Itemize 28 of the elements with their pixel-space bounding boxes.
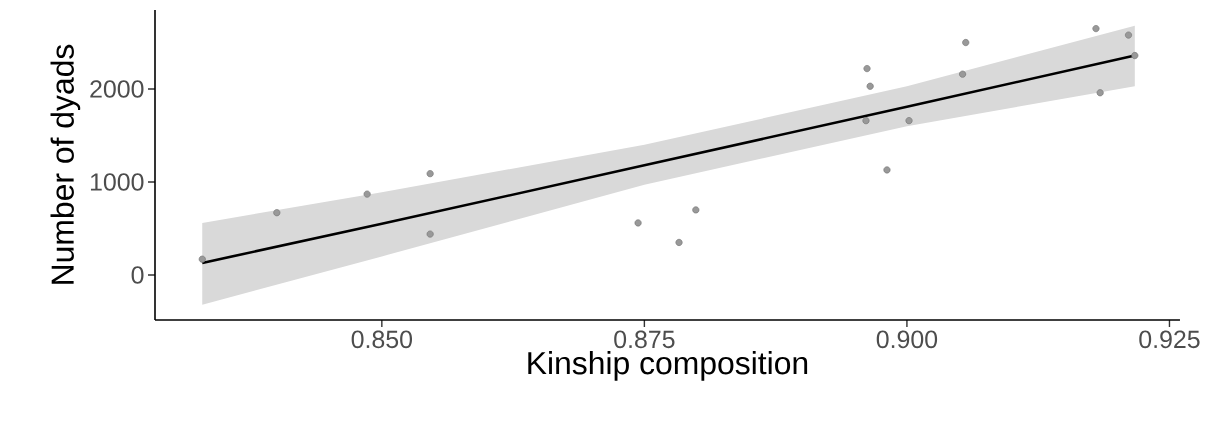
- point: [363, 190, 371, 198]
- point: [692, 206, 700, 214]
- point: [1125, 31, 1133, 39]
- point: [198, 255, 206, 263]
- point: [883, 166, 891, 174]
- point: [962, 39, 970, 47]
- point: [426, 170, 434, 178]
- y-tick-label: 2000: [90, 80, 144, 98]
- x-tick-label: 0.900: [876, 330, 938, 349]
- point: [273, 209, 281, 217]
- point: [1092, 25, 1100, 33]
- x-tick-label: 0.925: [1139, 330, 1200, 349]
- x-tick-label: 0.875: [614, 330, 675, 349]
- point: [866, 82, 874, 90]
- point: [959, 70, 967, 78]
- point: [862, 117, 870, 125]
- x-tick-label: 0.850: [351, 330, 413, 349]
- point: [1096, 89, 1104, 97]
- point: [634, 219, 642, 227]
- y-tick-label: 0: [131, 266, 144, 284]
- point: [675, 238, 683, 246]
- y-axis-title: Number of dyads: [50, 44, 81, 284]
- point: [1131, 52, 1139, 60]
- point: [863, 65, 871, 73]
- point: [426, 230, 434, 238]
- y-tick-label: 1000: [90, 173, 144, 191]
- point: [905, 117, 913, 125]
- x-axis-title: Kinship composition: [528, 351, 808, 381]
